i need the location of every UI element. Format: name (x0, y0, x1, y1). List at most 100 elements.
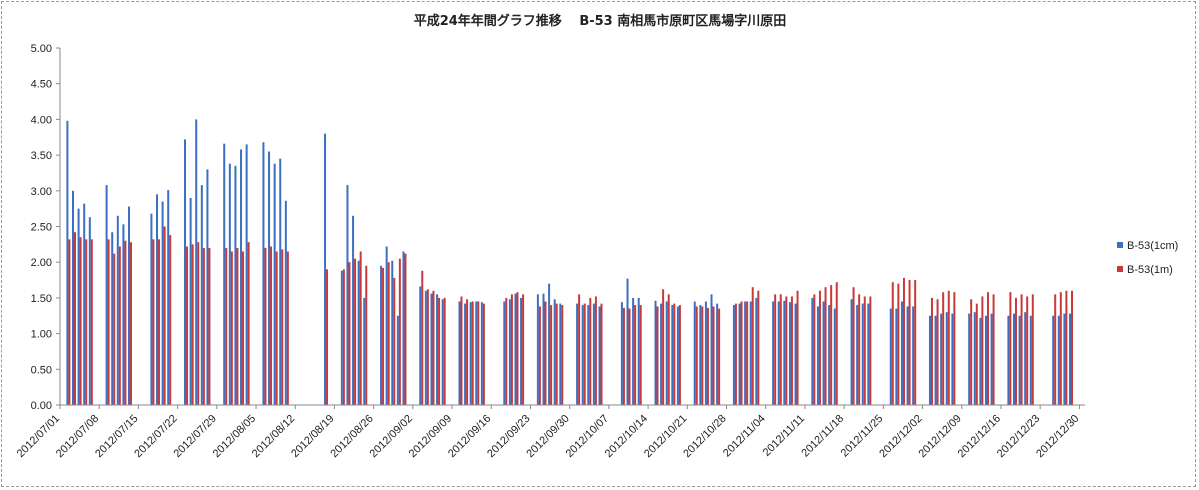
bar-b53-1cm (268, 151, 271, 405)
bar-b53-1m (242, 251, 245, 405)
bar-b53-1cm (184, 139, 187, 405)
bar-b53-1m (382, 267, 385, 405)
bar-b53-1cm (632, 297, 635, 405)
bar-b53-1cm (833, 308, 836, 405)
bar-b53-1cm (699, 305, 702, 405)
bar-b53-1m (163, 226, 166, 405)
bar-b53-1cm (469, 302, 472, 405)
bar-b53-1cm (749, 301, 752, 405)
bar-b53-1m (757, 290, 760, 405)
bar-b53-1cm (693, 301, 696, 405)
bar-b53-1m (152, 239, 155, 405)
bar-b53-1cm (559, 303, 562, 405)
bar-b53-1m (947, 290, 950, 405)
bar-b53-1cm (363, 297, 366, 405)
y-tick-label: 0.50 (31, 364, 52, 376)
bar-b53-1cm (352, 215, 355, 405)
legend-label: B-53(1cm) (1127, 240, 1178, 252)
bar-b53-1cm (480, 302, 483, 405)
bar-b53-1cm (72, 190, 74, 405)
bar-b53-1cm (189, 197, 192, 405)
bar-b53-1cm (704, 301, 707, 405)
y-tick-label: 3.00 (31, 186, 52, 198)
bar-b53-1m (869, 296, 872, 405)
bar-b53-1m (622, 307, 625, 405)
bar-b53-1cm (167, 190, 170, 405)
bar-b53-1m (975, 303, 978, 405)
legend-label: B-53(1m) (1127, 264, 1173, 276)
bar-b53-1m (701, 306, 704, 405)
bar-b53-1cm (284, 200, 287, 405)
bar-b53-1cm (973, 312, 976, 405)
bar-b53-1cm (475, 301, 478, 405)
bar-b53-1cm (156, 194, 159, 405)
bar-b53-1m (247, 242, 250, 405)
bar-b53-1m (583, 303, 586, 405)
bar-b53-1m (639, 305, 642, 405)
bar-b53-1m (796, 290, 799, 405)
bar-b53-1cm (279, 158, 282, 405)
bar-b53-1cm (945, 312, 948, 405)
bar-b53-1cm (1018, 315, 1021, 405)
bar-b53-1m (673, 303, 676, 405)
bar-b53-1m (225, 247, 228, 405)
bar-b53-1cm (536, 294, 539, 405)
bar-b53-1cm (396, 315, 399, 405)
y-tick-label: 4.00 (31, 114, 52, 126)
bar-b53-1m (404, 253, 407, 405)
bar-b53-1m (1059, 292, 1062, 405)
bar-b53-1m (421, 270, 424, 405)
bar-b53-1cm (464, 303, 467, 405)
bar-b53-1m (387, 262, 390, 405)
bar-b53-1cm (592, 303, 595, 405)
y-tick-label: 2.50 (31, 222, 52, 234)
y-tick-label: 1.50 (31, 293, 52, 305)
bar-b53-1cm (889, 308, 892, 405)
bar-b53-1cm (940, 313, 943, 405)
bar-b53-1cm (990, 313, 993, 405)
bar-b53-1m (208, 247, 211, 405)
bar-b53-1m (158, 239, 161, 405)
bar-b53-1cm (262, 142, 265, 405)
bar-b53-1m (628, 308, 631, 405)
bar-b53-1m (130, 242, 133, 405)
bar-b53-1cm (716, 303, 719, 405)
bar-b53-1m (818, 290, 821, 405)
bar-b53-1m (718, 308, 721, 405)
bar-b53-1cm (340, 270, 343, 405)
bar-b53-1cm (816, 306, 819, 405)
y-tick-label: 3.50 (31, 150, 52, 162)
bar-b53-1m (746, 301, 749, 405)
bar-b53-1cm (654, 300, 657, 405)
bar-b53-1cm (794, 303, 797, 405)
bar-b53-1m (667, 294, 670, 405)
bar-b53-1cm (1052, 315, 1055, 405)
bar-b53-1cm (228, 163, 231, 405)
bar-b53-1cm (514, 293, 517, 405)
bar-b53-1m (830, 285, 833, 405)
bar-b53-1cm (441, 299, 444, 405)
bar-b53-1m (930, 297, 933, 405)
bar-b53-1m (774, 294, 777, 405)
bar-b53-1m (124, 240, 127, 405)
bar-b53-1m (443, 297, 446, 405)
bar-b53-1m (516, 292, 519, 405)
bar-b53-1cm (357, 260, 360, 405)
bar-b53-1m (236, 247, 239, 405)
bar-b53-1m (482, 303, 485, 405)
bar-b53-1m (544, 301, 547, 405)
bar-b53-1cm (772, 301, 775, 405)
bar-b53-1cm (240, 149, 243, 405)
bar-b53-1cm (1024, 312, 1027, 405)
bar-b53-1cm (77, 208, 80, 405)
bar-b53-1m (1065, 290, 1068, 405)
bar-b53-1cm (88, 217, 91, 405)
bar-b53-1cm (1007, 315, 1010, 405)
bar-b53-1cm (900, 301, 903, 405)
bar-b53-1cm (548, 283, 551, 405)
bar-b53-1cm (867, 303, 870, 405)
y-tick-label: 5.00 (31, 43, 52, 55)
bar-b53-1cm (105, 185, 108, 405)
bar-b53-1cm (738, 303, 741, 405)
bar-b53-1m (858, 294, 861, 405)
